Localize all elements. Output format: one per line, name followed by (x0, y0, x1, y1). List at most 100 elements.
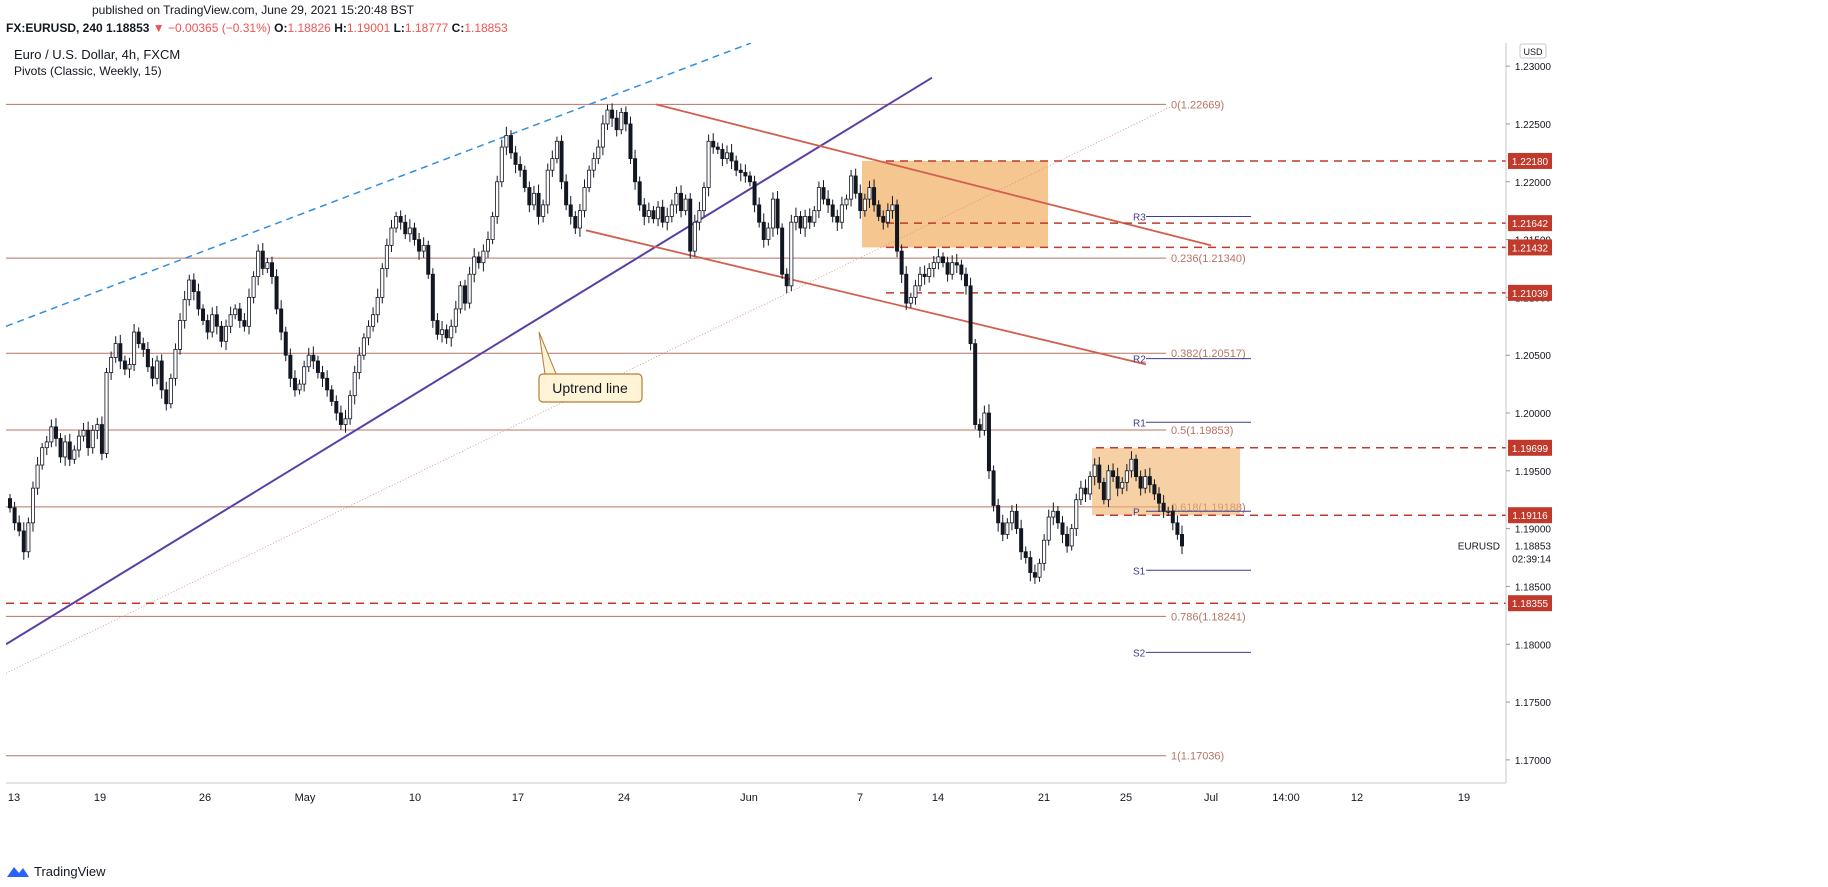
open-label: O: (274, 21, 288, 35)
candle-body (104, 372, 109, 454)
candle-body (954, 262, 959, 266)
candle-body (430, 273, 435, 321)
candle-body (968, 285, 973, 345)
candle-body (899, 250, 904, 275)
candle-body (1028, 557, 1033, 573)
resistance-zone (862, 160, 1048, 248)
callout-text: Uptrend line (552, 380, 628, 396)
candle-body (922, 273, 927, 277)
candle-body (173, 349, 178, 379)
x-tick-label: 14 (932, 792, 944, 804)
candle-body (237, 308, 242, 321)
last-price-label: 1.18853 (1515, 542, 1552, 553)
candle-body (155, 360, 160, 379)
key-level-badge (1508, 152, 1552, 169)
candle-body (1166, 510, 1171, 513)
candle-body (178, 320, 183, 350)
callout-box (538, 373, 643, 403)
candle-body (49, 426, 54, 443)
candle-body (499, 146, 504, 183)
y-tick-label: 1.19500 (1515, 467, 1552, 478)
y-tick-label: 1.17500 (1515, 698, 1552, 709)
key-level-badge-label: 1.18355 (1512, 599, 1549, 610)
high-value: 1.19001 (346, 21, 391, 35)
key-level-badge (1508, 215, 1552, 232)
candle-body (242, 320, 247, 327)
symbol-tag: EURUSD (1458, 542, 1500, 553)
x-tick-label: 7 (857, 792, 863, 804)
candle-body (793, 216, 798, 223)
candle-body (251, 276, 256, 298)
candle-body (366, 325, 371, 339)
x-tick-label: 26 (199, 792, 211, 804)
candle-body (440, 329, 445, 335)
candle-body (389, 227, 394, 246)
key-level-badge (1508, 439, 1552, 456)
candle-body (633, 158, 638, 183)
candle-body (904, 273, 909, 304)
channel-upper-line (655, 103, 1212, 247)
x-tick-label: 10 (409, 792, 421, 804)
candle-body (1106, 470, 1111, 501)
candle-body (651, 210, 656, 220)
candle-body (329, 389, 334, 402)
candle-body (99, 424, 104, 454)
candle-body (495, 181, 500, 217)
y-tick-label: 1.18000 (1515, 640, 1552, 651)
price-chart[interactable]: 0(1.22669) 0.236(1.21340) 0.382(1.20517) 0.… (5, 42, 1828, 853)
candle-body (614, 117, 619, 131)
candle-body (637, 181, 642, 206)
candle-body (522, 169, 527, 188)
candle-body (1124, 470, 1129, 483)
footer-brand[interactable]: TradingView (6, 861, 106, 881)
candle-body (986, 412, 991, 472)
candle-body (890, 204, 895, 212)
candle-body (1046, 516, 1051, 541)
candle-body (784, 273, 789, 287)
candle-body (334, 401, 339, 414)
candle-body (191, 279, 196, 292)
candle-body (127, 364, 132, 370)
candle-body (412, 227, 417, 240)
candle-body (573, 216, 578, 229)
y-tick-label: 1.18500 (1515, 582, 1552, 593)
candle-body (219, 325, 224, 342)
candle-body (513, 152, 518, 165)
candle-body (702, 187, 707, 212)
chart-area[interactable]: 0(1.22669) 0.236(1.21340) 0.382(1.20517) 0.… (5, 42, 1828, 853)
candle-body (467, 273, 472, 304)
candle-body (591, 158, 596, 171)
candle-body (279, 308, 284, 333)
x-tick-label: 19 (1458, 792, 1470, 804)
candle-body (862, 198, 867, 212)
candle-body (375, 296, 380, 316)
candle-body (246, 296, 251, 327)
candle-body (472, 256, 477, 275)
candle-body (490, 216, 495, 240)
pivot-label: R1 (1133, 418, 1146, 429)
candle-body (1014, 510, 1019, 530)
candle-body (292, 377, 297, 391)
x-tick-label: 17 (512, 792, 524, 804)
candle-body (1111, 470, 1116, 477)
candle-body (1065, 534, 1070, 547)
candle-body (536, 192, 541, 217)
candle-body (642, 204, 647, 217)
candle-body (646, 210, 651, 217)
callout-joint (543, 375, 563, 380)
candle-body (95, 424, 100, 431)
candle-body (187, 279, 192, 301)
candle-body (697, 210, 702, 223)
key-level-badge-label: 1.19699 (1512, 444, 1549, 455)
key-level-badge (1508, 284, 1552, 301)
candle-body (449, 325, 454, 339)
x-tick-label: 21 (1038, 792, 1050, 804)
candle-body (150, 366, 155, 379)
candle-body (1042, 539, 1047, 564)
candle-body (1129, 458, 1134, 472)
low-label: L: (393, 21, 405, 35)
candle-body (761, 221, 766, 240)
countdown-label: 02:39:14 (1512, 555, 1551, 566)
candle-body (343, 418, 348, 425)
candle-body (274, 276, 279, 310)
